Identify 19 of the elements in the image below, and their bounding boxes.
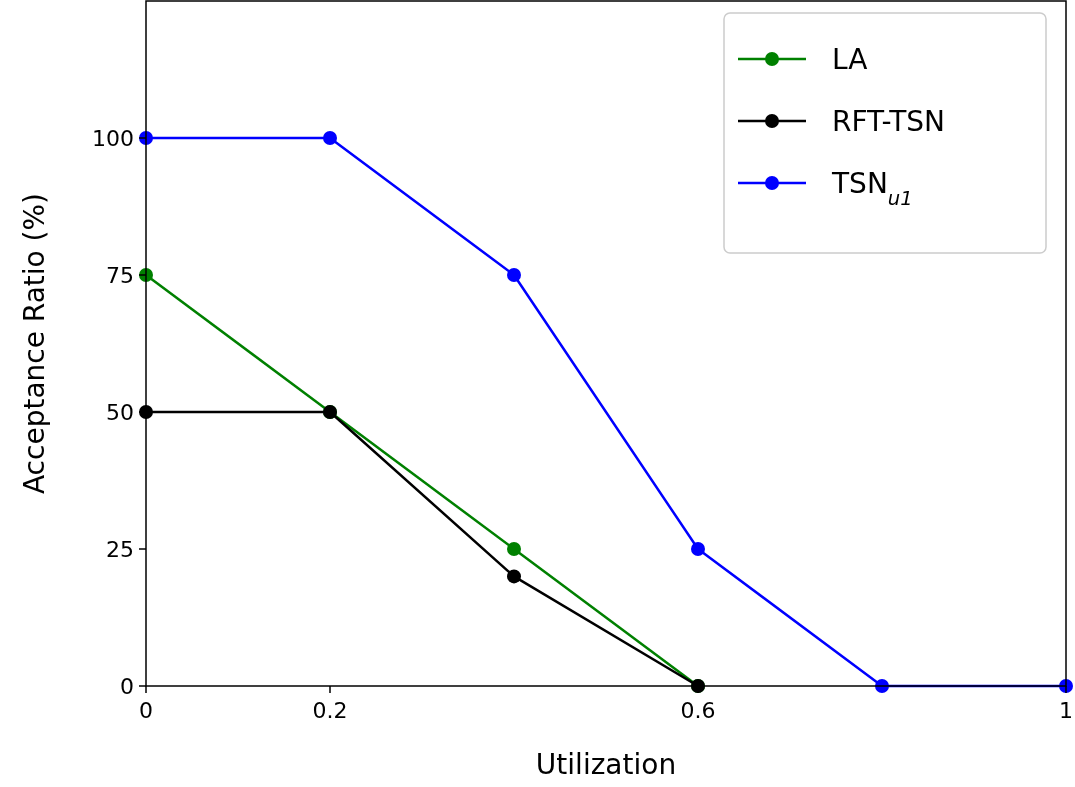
point bbox=[507, 542, 521, 556]
point bbox=[507, 268, 521, 282]
legend-label: RFT-TSN bbox=[832, 105, 945, 138]
y-tick-label: 100 bbox=[92, 126, 134, 151]
point bbox=[507, 569, 521, 584]
x-tick-label: 0 bbox=[139, 698, 153, 723]
point bbox=[323, 131, 337, 145]
point bbox=[691, 542, 705, 556]
y-tick-label: 50 bbox=[106, 400, 134, 425]
legend-label: LA bbox=[832, 43, 868, 76]
y-axis-title: Acceptance Ratio (%) bbox=[18, 192, 51, 495]
y-tick-label: 25 bbox=[106, 537, 134, 562]
y-tick-label: 0 bbox=[120, 674, 134, 699]
legend-label: TSN$_{u1}$ bbox=[831, 167, 913, 210]
x-tick-label: 0.6 bbox=[680, 698, 716, 723]
x-axis-title: Utilization bbox=[535, 748, 677, 781]
y-tick-label: 75 bbox=[106, 263, 134, 288]
x-tick-label: 1 bbox=[1059, 698, 1073, 723]
x-tick-label: 0.2 bbox=[312, 698, 348, 723]
